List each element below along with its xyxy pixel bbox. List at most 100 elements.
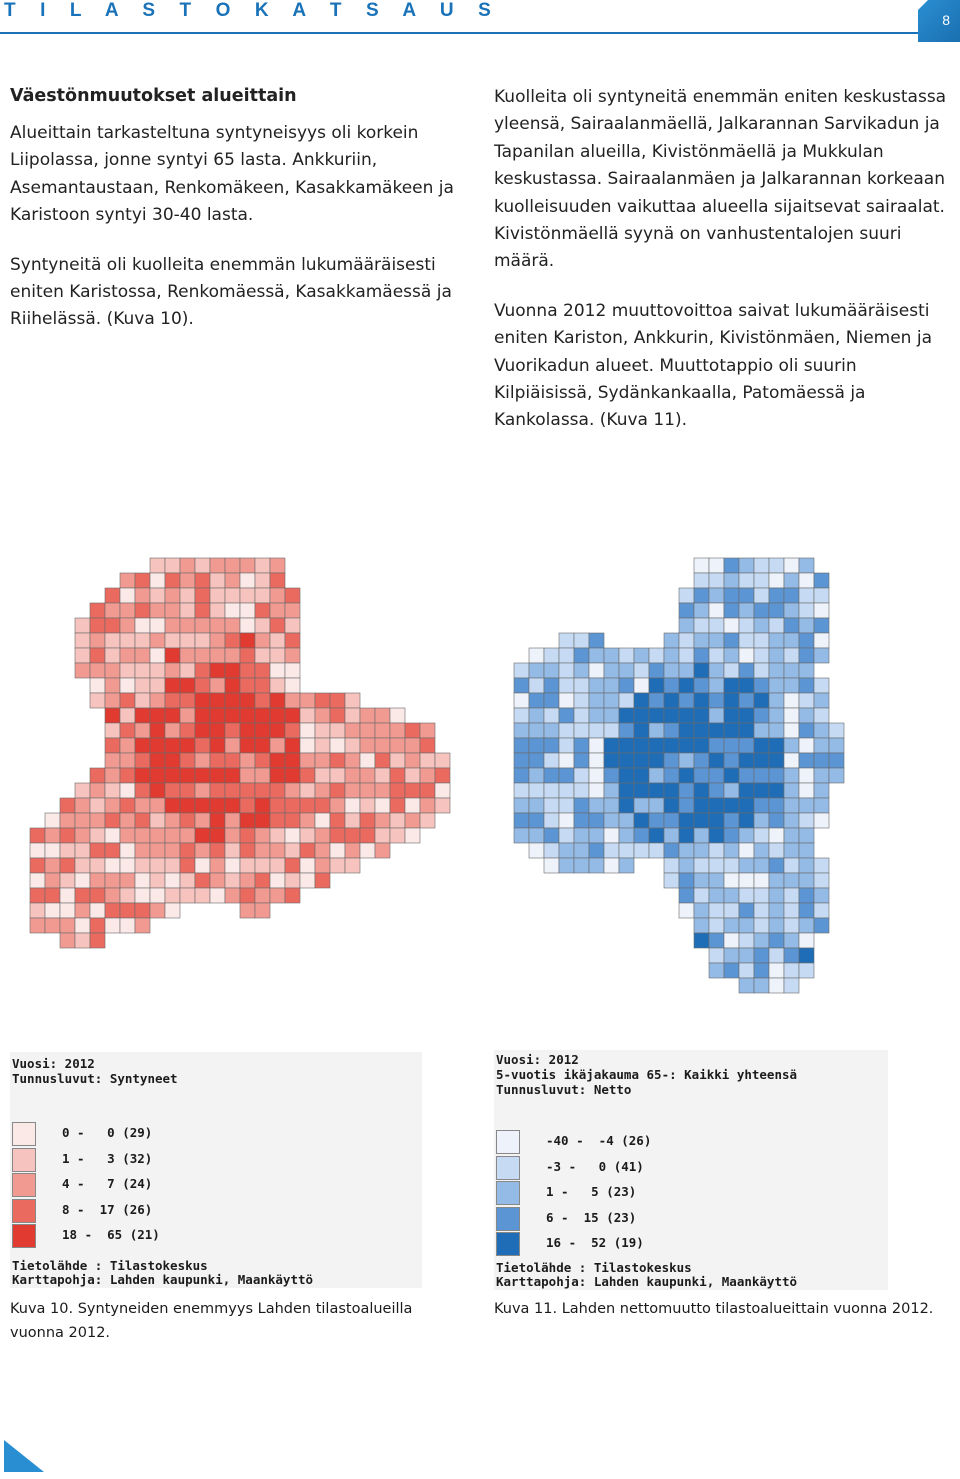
map-region	[693, 752, 710, 769]
map-region	[618, 692, 635, 709]
map-region	[179, 797, 196, 814]
map-region	[678, 677, 695, 694]
map-region	[783, 692, 800, 709]
map-region	[119, 602, 136, 619]
map-region	[768, 932, 785, 949]
map-region	[798, 737, 815, 754]
legend-swatch	[496, 1155, 520, 1180]
map-region	[738, 647, 755, 664]
map-region	[149, 647, 166, 664]
map-region	[239, 632, 256, 649]
map-region	[359, 737, 376, 754]
map-region	[119, 722, 136, 739]
map-region	[738, 872, 755, 889]
map-region	[813, 647, 830, 664]
map-region	[104, 617, 121, 634]
map-region	[663, 872, 680, 889]
map-region	[828, 767, 845, 784]
map-region	[678, 752, 695, 769]
map-region	[239, 767, 256, 784]
legend-range: -3 - 0 (41)	[546, 1158, 644, 1174]
map-region	[329, 797, 346, 814]
map-region	[528, 827, 545, 844]
map-region	[299, 842, 316, 859]
map-region	[678, 782, 695, 799]
map-region	[269, 572, 286, 589]
map-region	[693, 587, 710, 604]
map-region	[149, 857, 166, 874]
map-region	[329, 737, 346, 754]
map-region	[603, 662, 620, 679]
map-region	[179, 647, 196, 664]
map-region	[164, 767, 181, 784]
map-region	[603, 647, 620, 664]
map-region	[239, 827, 256, 844]
map-region	[149, 797, 166, 814]
map-region	[528, 692, 545, 709]
map-region	[89, 872, 106, 889]
map-region	[513, 662, 530, 679]
map-region	[708, 812, 725, 829]
map-region	[299, 707, 316, 724]
map-region	[134, 842, 151, 859]
map-region	[798, 782, 815, 799]
map-region	[708, 587, 725, 604]
map-region	[104, 812, 121, 829]
map-region	[194, 827, 211, 844]
map-region	[269, 632, 286, 649]
map-region	[678, 647, 695, 664]
map-region	[738, 587, 755, 604]
map-region	[603, 812, 620, 829]
map-region	[633, 812, 650, 829]
map-region	[573, 707, 590, 724]
map-region	[119, 842, 136, 859]
map-region	[588, 857, 605, 874]
map-region	[783, 797, 800, 814]
map-region	[693, 557, 710, 574]
map-region	[329, 692, 346, 709]
legend-range: -40 - -4 (26)	[546, 1133, 652, 1148]
map-region	[104, 767, 121, 784]
map-region	[299, 857, 316, 874]
map-region	[149, 782, 166, 799]
map-region	[284, 707, 301, 724]
map-region	[708, 962, 725, 979]
map-region	[723, 857, 740, 874]
map-region	[768, 917, 785, 934]
map-region	[723, 947, 740, 964]
map-region	[119, 767, 136, 784]
map-region	[44, 857, 61, 874]
map-region	[528, 662, 545, 679]
map-region	[708, 617, 725, 634]
map-region	[329, 842, 346, 859]
legend-range: 18 - 65 (21)	[62, 1227, 160, 1242]
map-region	[299, 827, 316, 844]
map-region	[753, 572, 770, 589]
map-region	[194, 647, 211, 664]
map-region	[783, 677, 800, 694]
map-region	[753, 827, 770, 844]
map-region	[693, 827, 710, 844]
map-region	[798, 887, 815, 904]
map-region	[299, 752, 316, 769]
paragraph-migration: Vuonna 2012 muuttovoittoa saivat lukumää…	[494, 300, 932, 431]
map-region	[648, 767, 665, 784]
map-region	[74, 887, 91, 904]
map-region	[254, 752, 271, 769]
map-region	[374, 842, 391, 859]
map-region	[633, 737, 650, 754]
map-region	[648, 677, 665, 694]
map-region	[753, 902, 770, 919]
map-region	[89, 932, 106, 949]
map-region	[603, 857, 620, 874]
map-region	[299, 797, 316, 814]
map-region	[194, 737, 211, 754]
map-region	[404, 737, 421, 754]
map-region	[149, 722, 166, 739]
map-region	[239, 557, 256, 574]
map-region	[164, 872, 181, 889]
map-region	[74, 917, 91, 934]
map-region	[693, 902, 710, 919]
legend-births: Vuosi: 2012 Tunnusluvut: Syntyneet 0 - 0…	[10, 1052, 422, 1288]
map-region	[543, 752, 560, 769]
